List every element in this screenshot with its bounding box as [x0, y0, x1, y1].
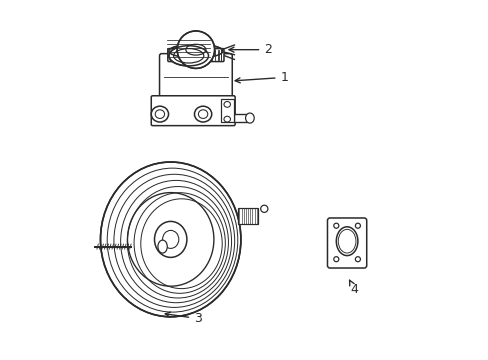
Ellipse shape: [151, 106, 168, 122]
Bar: [220, 99, 233, 122]
Text: 3: 3: [165, 312, 202, 325]
Bar: [238, 208, 258, 224]
Bar: [233, 114, 247, 122]
Ellipse shape: [260, 205, 267, 212]
Ellipse shape: [355, 257, 360, 262]
Ellipse shape: [224, 116, 230, 122]
Text: 2: 2: [228, 43, 272, 56]
Ellipse shape: [355, 223, 360, 228]
Ellipse shape: [158, 240, 167, 253]
Text: 1: 1: [235, 71, 288, 84]
Ellipse shape: [154, 221, 186, 257]
FancyBboxPatch shape: [151, 96, 235, 126]
Ellipse shape: [177, 31, 214, 68]
Ellipse shape: [101, 162, 241, 317]
Ellipse shape: [224, 102, 230, 107]
FancyBboxPatch shape: [159, 54, 232, 99]
Ellipse shape: [245, 113, 254, 123]
Ellipse shape: [333, 257, 338, 262]
Ellipse shape: [194, 106, 211, 122]
FancyBboxPatch shape: [327, 218, 366, 268]
FancyBboxPatch shape: [167, 49, 224, 62]
Ellipse shape: [168, 46, 208, 66]
Ellipse shape: [333, 223, 338, 228]
Ellipse shape: [168, 44, 223, 58]
Text: 4: 4: [349, 280, 358, 296]
